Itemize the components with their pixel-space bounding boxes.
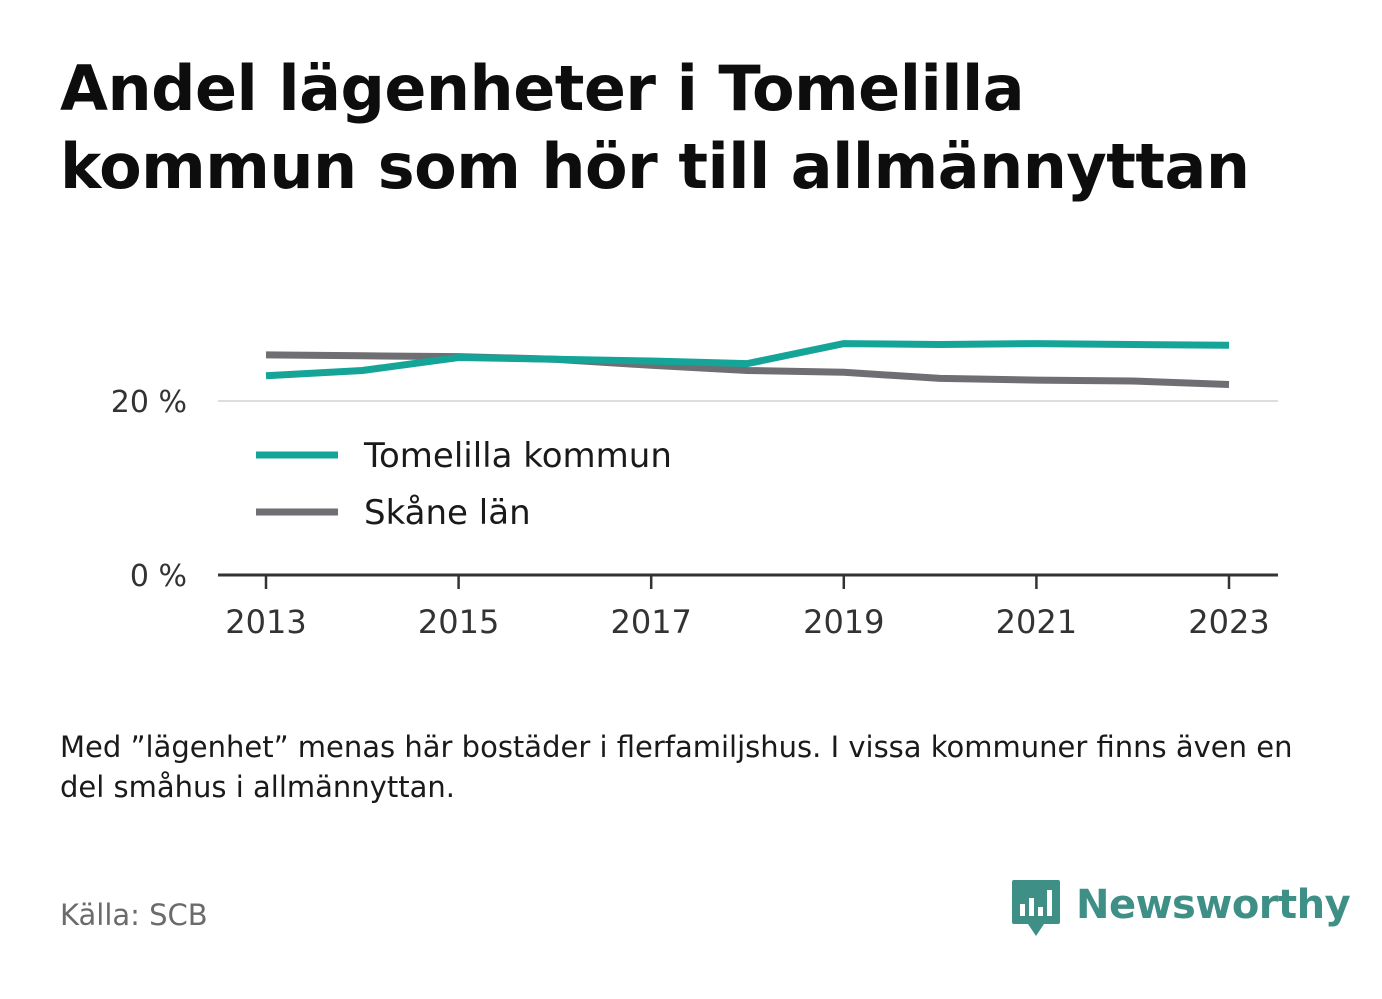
x-tick-label: 2015 — [418, 603, 499, 641]
x-tick-label: 2021 — [996, 603, 1077, 641]
x-tick-label: 2017 — [610, 603, 691, 641]
x-tick-label: 2019 — [803, 603, 884, 641]
source-label: Källa: SCB — [60, 898, 208, 932]
chart-title: Andel lägenheter i Tomelilla kommun som … — [60, 52, 1250, 203]
line-chart: 0 % 20 % 2013 2015 2017 2019 2021 2023 Tomelilla… — [111, 340, 1278, 641]
y-tick-label: 20 % — [111, 385, 187, 420]
legend-label-tomelilla: Tomelilla kommun — [363, 436, 672, 476]
chart-note: Med ”lägenhet” menas här bostäder i fler… — [60, 730, 1293, 804]
series-line-tomelilla — [265, 340, 1230, 380]
series-line-skane — [265, 351, 1230, 388]
x-tick-label: 2013 — [225, 603, 306, 641]
legend-label-skane: Skåne län — [364, 493, 531, 533]
y-tick-label: 0 % — [130, 559, 187, 594]
chart-speech-bubble-icon — [1012, 880, 1060, 936]
newsworthy-logo: Newsworthy — [1010, 876, 1351, 942]
x-tick-label: 2023 — [1188, 603, 1269, 641]
brand-name: Newsworthy — [1076, 882, 1351, 928]
